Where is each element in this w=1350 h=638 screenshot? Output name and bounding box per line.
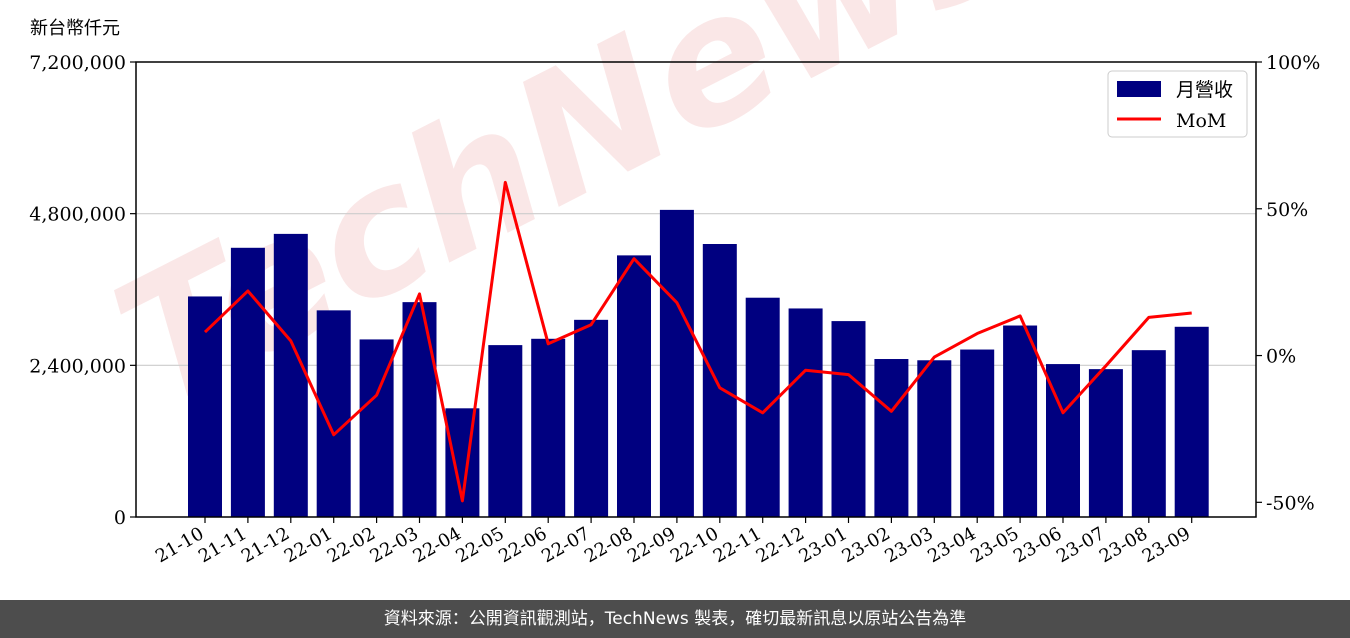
- x-tick-label: 23-02: [838, 523, 893, 567]
- bar-22-08: [617, 255, 651, 517]
- y-right-tick-label: 50%: [1266, 199, 1308, 221]
- x-tick-label: 23-04: [924, 523, 979, 567]
- y-unit-label: 新台幣仟元: [30, 18, 120, 39]
- bar-21-11: [230, 247, 265, 517]
- x-tick-label: 22-03: [367, 523, 422, 567]
- y-left-tick-label: 2,400,000: [29, 355, 126, 377]
- bar-21-12: [273, 233, 308, 517]
- x-tick-label: 22-05: [452, 523, 507, 567]
- y-left-tick-label: 7,200,000: [29, 52, 126, 74]
- bar-23-03: [917, 360, 952, 517]
- bar-21-10: [188, 296, 222, 517]
- y-left-tick-label: 4,800,000: [29, 204, 126, 226]
- x-tick-label: 22-11: [710, 523, 765, 567]
- mom-line-series: [203, 180, 1192, 503]
- x-tick-label: 22-09: [624, 523, 679, 567]
- mom-line: [203, 180, 1192, 503]
- legend: 月營收 MoM: [1107, 70, 1248, 138]
- bar-23-02: [874, 359, 909, 517]
- legend-label-revenue: 月營收: [1176, 79, 1233, 101]
- y-right-tick-label: 0%: [1266, 346, 1296, 368]
- bar-23-07: [1088, 369, 1123, 517]
- bar-22-01: [316, 310, 351, 517]
- x-tick-label: 22-08: [581, 523, 636, 567]
- bar-22-09: [659, 209, 694, 517]
- bar-22-07: [574, 319, 609, 517]
- x-tick-label: 22-01: [281, 523, 336, 567]
- source-footer: 資料來源：公開資訊觀測站，TechNews 製表，確切最新訊息以原站公告為準: [0, 600, 1350, 638]
- x-tick-label: 23-09: [1139, 523, 1194, 567]
- bar-23-05: [1003, 325, 1038, 517]
- bar-23-04: [960, 349, 995, 517]
- y-left-tick-label: 0: [114, 507, 126, 529]
- bar-22-05: [488, 345, 523, 517]
- x-tick-label: 21-10: [152, 523, 207, 567]
- x-tick-label: 23-03: [881, 523, 936, 567]
- y-right-tick-label: 100%: [1266, 52, 1320, 74]
- bar-series: [188, 209, 1209, 517]
- legend-label-mom: MoM: [1176, 110, 1226, 132]
- x-tick-label: 22-02: [324, 523, 379, 567]
- x-tick-label: 23-01: [796, 523, 851, 567]
- bar-23-08: [1131, 350, 1166, 517]
- x-tick-label: 21-11: [195, 523, 250, 567]
- x-tick-label: 22-10: [667, 523, 722, 567]
- x-tick-label: 23-07: [1053, 523, 1108, 567]
- bar-22-10: [702, 244, 737, 517]
- legend-swatch-bar: [1117, 81, 1161, 97]
- bar-23-09: [1174, 326, 1209, 517]
- plot-frame: [135, 61, 1257, 518]
- x-tick-label: 23-08: [1096, 523, 1151, 567]
- chart: 新台幣仟元 TechNews 02,400,0004,800,0007,200,…: [29, 0, 1320, 567]
- bar-23-01: [831, 321, 866, 517]
- bar-22-03: [402, 302, 437, 517]
- bar-22-06: [531, 338, 566, 517]
- x-tick-label: 22-06: [495, 523, 550, 567]
- x-tick-label: 23-05: [967, 523, 1022, 567]
- x-tick-label: 22-12: [753, 523, 808, 567]
- x-tick-label: 22-04: [409, 523, 464, 567]
- x-tick-label: 21-12: [238, 523, 293, 567]
- x-tick-label: 23-06: [1010, 523, 1065, 567]
- x-tick-label: 22-07: [538, 523, 593, 567]
- bar-22-12: [788, 308, 823, 517]
- y-right-tick-label: -50%: [1266, 492, 1315, 514]
